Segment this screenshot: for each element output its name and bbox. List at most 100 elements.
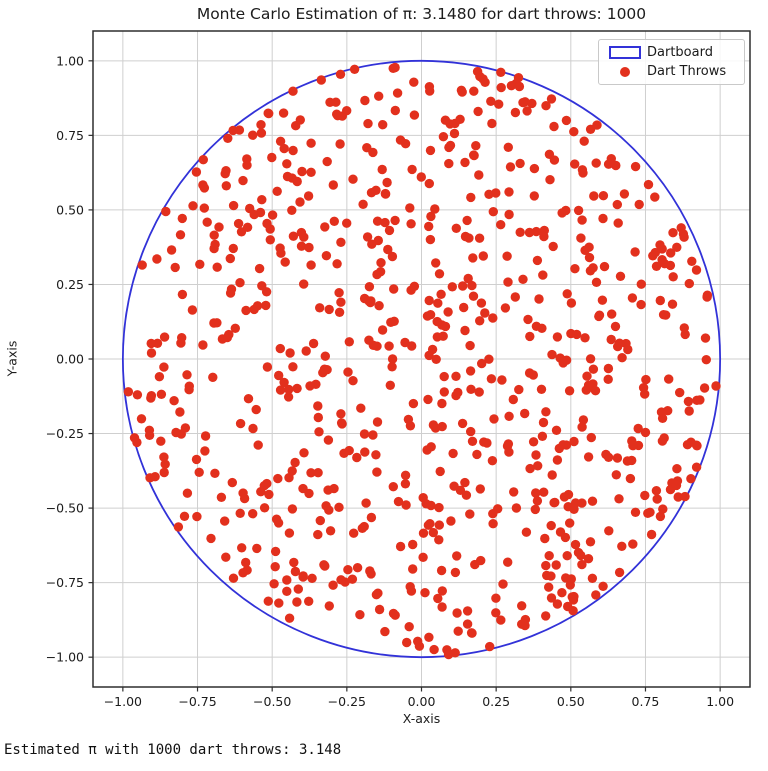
- dart-dot: [154, 372, 165, 382]
- dart-dot: [586, 432, 596, 443]
- dart-dot: [380, 189, 391, 199]
- dart-dot: [313, 412, 323, 423]
- dart-dot: [449, 128, 460, 139]
- dart-dot: [177, 289, 188, 300]
- dart-dot: [409, 110, 420, 120]
- dart-dot: [336, 409, 346, 419]
- dart-dot: [347, 574, 358, 584]
- dart-dot: [184, 381, 194, 391]
- dart-dot: [209, 243, 219, 254]
- dart-dot: [202, 217, 212, 227]
- dart-dot: [425, 145, 436, 156]
- dart-dot: [252, 301, 263, 311]
- dart-dot: [587, 496, 598, 506]
- dart-dot: [459, 302, 469, 313]
- dart-dot: [292, 176, 302, 187]
- dart-dot: [406, 586, 417, 596]
- dart-dot: [460, 325, 470, 336]
- dart-dot: [614, 567, 625, 578]
- dart-dot: [487, 456, 498, 466]
- dart-dot: [475, 316, 485, 326]
- dart-dot: [171, 427, 181, 438]
- dart-dot: [544, 582, 554, 592]
- dart-dot: [541, 611, 551, 621]
- dart-dot: [617, 541, 627, 551]
- dart-dot: [525, 331, 535, 342]
- dart-dot: [502, 251, 512, 261]
- dart-dot: [159, 332, 170, 342]
- dart-dot: [625, 473, 636, 484]
- dart-dot: [376, 258, 386, 268]
- dart-dot: [437, 586, 447, 596]
- dart-dot: [541, 560, 551, 571]
- dart-dot: [136, 414, 147, 424]
- dart-dot: [683, 396, 694, 407]
- dart-dot: [472, 449, 482, 460]
- dart-dot: [287, 205, 297, 215]
- dart-dot: [263, 596, 273, 606]
- dart-dot: [305, 381, 315, 391]
- dart-dot: [439, 371, 449, 382]
- dart-dot: [313, 468, 323, 478]
- dart-dot: [299, 448, 309, 458]
- dart-dot: [334, 502, 344, 512]
- dart-dot: [450, 567, 461, 578]
- dart-dot: [578, 415, 589, 425]
- dart-dot: [699, 383, 710, 393]
- dart-dot: [385, 380, 395, 390]
- dart-dot: [611, 160, 621, 171]
- dart-throws-swatch-icon: [620, 66, 630, 77]
- dart-dot: [460, 477, 470, 488]
- dart-dot: [159, 362, 169, 372]
- dart-dot: [335, 139, 345, 149]
- dart-dot: [270, 546, 281, 557]
- dart-dot: [424, 350, 434, 361]
- dart-dot: [503, 277, 513, 287]
- dart-dot: [405, 203, 415, 213]
- dart-dot: [640, 490, 650, 501]
- dart-dot: [504, 447, 514, 457]
- dart-dot: [400, 479, 411, 489]
- x-axis-label: X-axis: [402, 711, 441, 726]
- dart-dot: [614, 494, 624, 504]
- dart-dot: [485, 641, 495, 652]
- dart-dot: [408, 564, 418, 574]
- dart-dot: [322, 156, 332, 167]
- dart-dot: [296, 241, 307, 251]
- dart-dot: [525, 463, 535, 474]
- dart-dot: [248, 130, 258, 140]
- dart-dot: [640, 427, 651, 438]
- dart-dot: [220, 516, 230, 526]
- dart-dot: [323, 485, 333, 495]
- dart-dot: [577, 559, 587, 570]
- dart-dot: [329, 216, 339, 226]
- dart-dot: [700, 333, 711, 343]
- dart-dot: [380, 217, 390, 228]
- dart-dot: [434, 520, 444, 530]
- dart-dot: [328, 580, 338, 590]
- dart-dot: [433, 298, 443, 308]
- dart-dot: [426, 211, 436, 222]
- dart-dot: [390, 62, 400, 73]
- dart-dot: [328, 180, 338, 190]
- dart-dot: [591, 158, 601, 168]
- dart-dot: [160, 459, 170, 469]
- dart-dot: [235, 508, 245, 518]
- dart-dot: [539, 487, 549, 497]
- dart-dot: [531, 488, 541, 498]
- dart-dot: [257, 195, 267, 205]
- dart-dot: [316, 75, 326, 85]
- dart-dot: [541, 407, 551, 417]
- dart-dot: [364, 282, 375, 292]
- dart-dot: [275, 343, 285, 354]
- dart-dot: [303, 191, 314, 201]
- dart-dot: [531, 450, 541, 460]
- dart-dot: [438, 132, 449, 142]
- dart-dot: [238, 488, 248, 498]
- dart-dot: [435, 466, 445, 477]
- dart-dot: [542, 570, 552, 581]
- dart-dot: [378, 120, 388, 130]
- dart-dot: [521, 527, 532, 537]
- dart-dot: [684, 406, 694, 416]
- dart-dot: [511, 503, 522, 513]
